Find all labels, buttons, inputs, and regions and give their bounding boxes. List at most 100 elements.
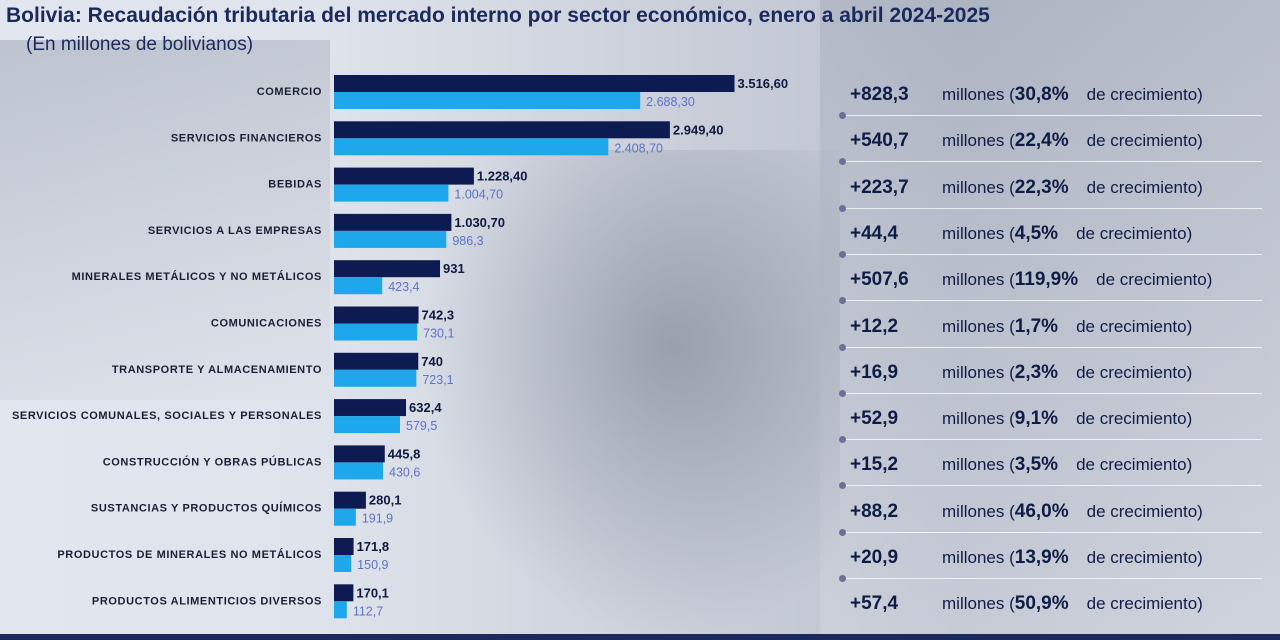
data-label-2025: 1.030,70: [454, 215, 505, 230]
growth-amount: +828,3: [850, 84, 909, 105]
data-label-2024: 112,7: [353, 604, 383, 618]
divider-dot: [839, 250, 846, 258]
growth-unit: millones (: [942, 223, 1015, 243]
bottom-bar: [0, 634, 1280, 640]
row-divider: [842, 300, 1262, 302]
bar-2024: [334, 92, 641, 109]
category-label: MINERALES METÁLICOS Y NO METÁLICOS: [72, 270, 322, 283]
row-divider: [842, 485, 1262, 487]
growth-unit: millones (: [942, 270, 1015, 290]
chart-title: Bolivia: Recaudación tributaria del merc…: [6, 4, 990, 27]
growth-amount: +44,4: [850, 222, 899, 244]
growth-amount: +507,6: [850, 269, 909, 291]
bar-2024: [334, 601, 347, 619]
growth-unit: millones (: [942, 501, 1015, 521]
row-divider: [842, 531, 1262, 533]
data-label-2024: 2.408,70: [614, 141, 663, 155]
growth-amount: +12,2: [850, 315, 899, 337]
growth-row: +88,2 millones (46,0% de crecimiento): [850, 498, 1203, 526]
divider-dot: [839, 158, 846, 166]
growth-row: +52,9 millones (9,1% de crecimiento): [850, 405, 1192, 433]
bar-2025: [334, 538, 354, 555]
bar-2024: [334, 462, 384, 480]
data-label-2025: 931: [443, 261, 465, 276]
data-label-2025: 171,8: [357, 539, 390, 554]
growth-row: +507,6 millones (119,9% de crecimiento): [850, 266, 1212, 294]
row-divider: [842, 115, 1262, 116]
growth-percent: 46,0%: [1014, 500, 1069, 522]
data-label-2024: 430,6: [389, 465, 420, 479]
category-label: SERVICIOS A LAS EMPRESAS: [148, 225, 322, 237]
growth-percent: 30,8%: [1014, 84, 1069, 105]
growth-unit: millones (: [942, 177, 1015, 197]
growth-unit: millones (: [942, 316, 1015, 336]
growth-suffix: de crecimiento): [1086, 177, 1203, 197]
growth-percent: 4,5%: [1014, 222, 1059, 244]
data-label-2025: 740: [421, 354, 443, 369]
growth-row: +44,4 millones (4,5% de crecimiento): [850, 220, 1192, 248]
category-label: PRODUCTOS ALIMENTICIOS DIVERSOS: [92, 595, 322, 607]
growth-row: +540,7 millones (22,4% de crecimiento): [850, 127, 1203, 155]
growth-row: +15,2 millones (3,5% de crecimiento): [850, 451, 1192, 479]
divider-dot: [839, 575, 846, 582]
growth-percent: 119,9%: [1014, 269, 1079, 291]
growth-amount: +223,7: [850, 176, 909, 198]
growth-suffix: de crecimiento): [1086, 594, 1203, 614]
bar-2024: [334, 416, 400, 434]
bar-2025: [334, 167, 474, 185]
growth-suffix: de crecimiento): [1086, 131, 1203, 151]
growth-unit: millones (: [942, 131, 1015, 151]
growth-amount: +20,9: [850, 547, 899, 568]
bar-2024: [334, 277, 383, 295]
divider-dot: [839, 204, 846, 212]
growth-amount: +540,7: [850, 130, 909, 152]
growth-row: +828,3 millones (30,8% de crecimiento): [850, 81, 1203, 109]
row-divider: [842, 578, 1262, 579]
growth-suffix: de crecimiento): [1096, 270, 1213, 290]
data-label-2024: 2.688,30: [646, 95, 695, 109]
growth-unit: millones (: [942, 362, 1015, 382]
growth-suffix: de crecimiento): [1076, 409, 1193, 429]
growth-unit: millones (: [942, 594, 1015, 614]
growth-suffix: de crecimiento): [1076, 223, 1193, 243]
growth-amount: +52,9: [850, 408, 899, 430]
category-label: SERVICIOS FINANCIEROS: [171, 132, 322, 144]
row-divider: [842, 161, 1262, 163]
growth-percent: 50,9%: [1014, 593, 1069, 615]
bar-chart: COMERCIO 3.516,60 2.688,30 SERVICIOS FINANC…: [12, 75, 789, 619]
row-divider: [842, 392, 1262, 394]
growth-suffix: de crecimiento): [1086, 548, 1203, 567]
bar-2025: [334, 213, 452, 231]
data-label-2025: 3.516,60: [738, 76, 789, 91]
growth-suffix: de crecimiento): [1076, 362, 1193, 382]
data-label-2024: 579,5: [406, 419, 437, 433]
data-label-2025: 1.228,40: [477, 169, 528, 184]
bar-2025: [334, 306, 419, 324]
growth-suffix: de crecimiento): [1086, 501, 1203, 521]
row-divider: [842, 439, 1262, 441]
bar-2024: [334, 323, 418, 341]
growth-unit: millones (: [942, 548, 1015, 567]
bar-2024: [334, 369, 417, 387]
growth-amount: +15,2: [850, 454, 899, 476]
divider-dot: [839, 436, 846, 444]
growth-suffix: de crecimiento): [1086, 85, 1203, 104]
divider-dot: [839, 343, 846, 351]
bar-2025: [334, 75, 735, 92]
row-divider: [842, 346, 1262, 348]
divider-dot: [839, 389, 846, 397]
category-label: COMUNICACIONES: [211, 318, 322, 330]
data-label-2025: 632,4: [409, 400, 442, 415]
bar-2024: [334, 184, 449, 202]
growth-percent: 22,3%: [1014, 176, 1069, 198]
row-divider: [842, 207, 1262, 209]
growth-amount: +57,4: [850, 593, 899, 615]
bar-2025: [334, 399, 407, 417]
category-label: BEBIDAS: [268, 179, 322, 191]
divider-dot: [839, 112, 846, 119]
growth-percent: 2,3%: [1014, 361, 1059, 383]
data-label-2025: 2.949,40: [673, 122, 724, 137]
growth-percent: 22,4%: [1014, 130, 1069, 152]
data-label-2025: 280,1: [369, 493, 402, 508]
growth-suffix: de crecimiento): [1076, 455, 1193, 475]
